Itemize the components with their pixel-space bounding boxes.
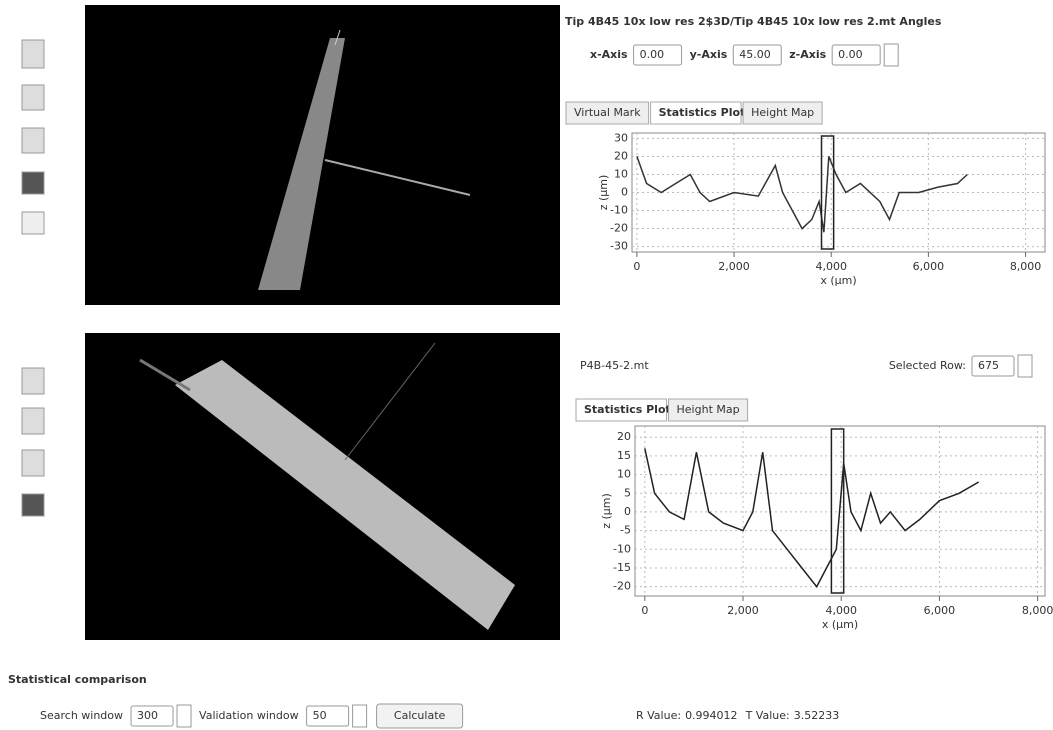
x-tick-label: 6,000 [913, 260, 945, 273]
y-tick-label: -10 [610, 204, 628, 217]
label: Search window [40, 709, 123, 722]
y-axis-label: z (μm) [597, 175, 610, 211]
tool-icon[interactable] [22, 450, 44, 476]
y-tick-label: 10 [617, 468, 631, 481]
tool-icon[interactable] [22, 85, 44, 110]
tab-label: Statistics Plot [659, 106, 746, 119]
y-tick-label: 0 [621, 186, 628, 199]
label: R Value: [636, 709, 681, 722]
label: Validation window [199, 709, 299, 722]
x-tick-label: 0 [633, 260, 640, 273]
tab-label: Height Map [677, 403, 740, 416]
x-tick-label: 4,000 [815, 260, 847, 273]
tab-label: Height Map [751, 106, 814, 119]
r-value: 0.994012 [685, 709, 738, 722]
input-value: 45.00 [739, 48, 771, 61]
tool-icon[interactable] [22, 172, 44, 194]
tool-icon[interactable] [22, 40, 44, 68]
y-tick-label: -20 [613, 580, 631, 593]
x-tick-label: 2,000 [718, 260, 750, 273]
axis-label: y-Axis [690, 48, 728, 61]
x-tick-label: 2,000 [727, 604, 759, 617]
x-tick-label: 8,000 [1010, 260, 1042, 273]
x-axis-label: x (μm) [820, 274, 856, 287]
y-tick-label: -10 [613, 542, 631, 555]
y-tick-label: -15 [613, 561, 631, 574]
input-value: 50 [313, 709, 327, 722]
input-value: 0.00 [640, 48, 665, 61]
y-tick-label: 20 [617, 430, 631, 443]
t-value: 3.52233 [794, 709, 840, 722]
tool-icon[interactable] [22, 128, 44, 153]
file-name: P4B-45-2.mt [580, 359, 649, 372]
button-label: Calculate [394, 709, 446, 722]
panel-title: Tip 4B45 10x low res 2$3D/Tip 4B45 10x l… [565, 15, 942, 28]
section-title: Statistical comparison [8, 673, 147, 686]
y-tick-label: 15 [617, 449, 631, 462]
y-tick-label: 20 [614, 149, 628, 162]
toolbar-top [22, 40, 44, 234]
spin-button[interactable] [1018, 355, 1032, 377]
y-tick-label: 30 [614, 131, 628, 144]
toolbar-bottom [22, 368, 44, 516]
selected-row-label: Selected Row: [889, 359, 966, 372]
y-tick-label: 0 [624, 505, 631, 518]
label: T Value: [745, 709, 790, 722]
axis-label: z-Axis [789, 48, 826, 61]
x-tick-label: 8,000 [1022, 604, 1053, 617]
spin-button[interactable] [884, 44, 898, 66]
tool-icon[interactable] [22, 408, 44, 434]
y-tick-label: 10 [614, 167, 628, 180]
y-tick-label: -30 [610, 240, 628, 253]
viewport-bottom[interactable] [85, 333, 560, 640]
x-tick-label: 0 [641, 604, 648, 617]
y-tick-label: -5 [620, 524, 631, 537]
tool-icon[interactable] [22, 368, 44, 394]
y-tick-label: 5 [624, 486, 631, 499]
input-value: 0.00 [838, 48, 863, 61]
axis-label: x-Axis [590, 48, 628, 61]
input-value: 300 [137, 709, 158, 722]
x-tick-label: 4,000 [825, 604, 857, 617]
input-value: 675 [978, 359, 999, 372]
tool-icon[interactable] [22, 494, 44, 516]
tab-label: Statistics Plot [584, 403, 671, 416]
x-tick-label: 6,000 [924, 604, 956, 617]
x-axis-label: x (μm) [822, 618, 858, 631]
y-axis-label: z (μm) [600, 493, 613, 529]
tab-label: Virtual Mark [574, 106, 641, 119]
y-tick-label: -20 [610, 222, 628, 235]
viewport-top[interactable] [85, 5, 560, 305]
spin-button[interactable] [353, 705, 367, 727]
spin-button[interactable] [177, 705, 191, 727]
tool-icon[interactable] [22, 212, 44, 234]
app-window: Tip 4B45 10x low res 2$3D/Tip 4B45 10x l… [0, 0, 1053, 730]
